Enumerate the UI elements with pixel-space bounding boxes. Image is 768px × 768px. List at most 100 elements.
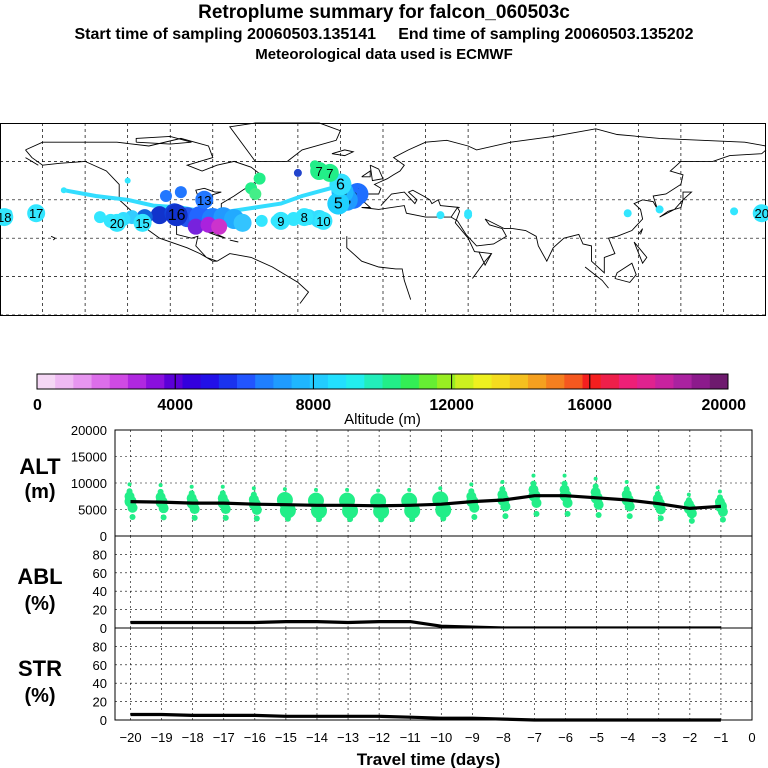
altitude-particle: [562, 473, 567, 478]
colorbar-swatch: [455, 374, 474, 389]
plume-label-dot: [27, 204, 46, 223]
colorbar-tick-label: 20000: [702, 397, 747, 414]
y-tick-label: 5000: [78, 503, 107, 518]
colorbar-swatch: [709, 374, 729, 389]
y-tick-label: 80: [93, 547, 107, 562]
plume-blob: [249, 188, 262, 201]
coastline: [25, 157, 39, 166]
x-tick-label: −17: [213, 730, 235, 745]
plume-blob: [187, 218, 204, 235]
str-series-line: [130, 712, 721, 722]
start-time-label: Start time of sampling 20060503.135141: [74, 26, 377, 43]
altitude-particle: [376, 488, 381, 493]
altitude-particle: [409, 516, 416, 523]
altitude-particle: [189, 484, 194, 489]
plume-day-label: 16: [168, 207, 186, 224]
colorbar-tick-label: 12000: [429, 397, 474, 414]
y-tick-label: 0: [100, 621, 107, 636]
sampling-times: Start time of sampling 20060503.135141 E…: [0, 26, 768, 44]
colorbar-swatch: [200, 374, 220, 389]
plume-day-label: 7: [316, 164, 323, 179]
x-tick-label: −15: [275, 730, 297, 745]
x-tick-label: −4: [620, 730, 635, 745]
colorbar-swatch: [418, 374, 438, 389]
altitude-particle: [406, 493, 413, 500]
x-tick-label: −20: [120, 730, 142, 745]
colorbar-swatch: [564, 374, 584, 389]
x-tick-label: −12: [368, 730, 390, 745]
colorbar-swatch: [437, 374, 456, 389]
altitude-particle: [592, 483, 599, 490]
altitude-particle: [719, 516, 726, 523]
altitude-particle: [561, 480, 568, 487]
altitude-particle: [251, 486, 256, 491]
coastline: [369, 164, 384, 182]
panel-title: ABL: [17, 564, 62, 589]
colorbar-swatch: [582, 374, 602, 389]
coastline: [659, 191, 693, 218]
colorbar-swatch: [218, 374, 238, 389]
plume-blob: [159, 189, 172, 202]
colorbar-swatch: [637, 374, 656, 389]
coastline: [361, 170, 371, 178]
plume-label-dot: [0, 208, 14, 227]
plume-label-dot: [165, 204, 188, 227]
altitude-particle: [654, 490, 661, 497]
altitude-particle: [624, 479, 629, 484]
y-tick-label: 80: [93, 639, 107, 654]
altitude-particle: [127, 482, 132, 487]
altitude-particle: [344, 493, 351, 500]
altitude-particle: [220, 484, 225, 489]
altitude-particle: [468, 488, 475, 495]
panel-title: ALT: [19, 454, 61, 479]
x-tick-label: −14: [306, 730, 328, 745]
colorbar-swatch: [327, 374, 347, 389]
colorbar-swatch: [618, 374, 638, 389]
altitude-particle: [315, 516, 322, 523]
coastline: [478, 251, 492, 267]
plume-day-label: 15: [135, 216, 149, 231]
met-data-label: Meteorological data used is ECMWF: [255, 46, 513, 63]
coastline: [346, 236, 412, 300]
colorbar-swatch: [255, 374, 274, 389]
plume-marker: [293, 168, 302, 177]
altitude-marker: [714, 500, 727, 513]
altitude-particle: [188, 490, 195, 497]
plume-day-label: 6: [336, 176, 345, 193]
altitude-particle: [129, 514, 136, 521]
plume-blob: [150, 206, 169, 225]
colorbar-swatch: [600, 374, 620, 389]
plume-blob: [124, 177, 131, 184]
y-tick-label: 0: [100, 529, 107, 544]
plume-blob: [253, 172, 266, 185]
colorbar-swatch: [127, 374, 147, 389]
coastline: [361, 205, 493, 279]
coastline: [216, 253, 310, 304]
colorbar-axis-label: Altitude (m): [344, 411, 421, 428]
plume-blob: [60, 187, 67, 194]
plume-label-dot: [752, 204, 768, 223]
plume-day-label: 13: [197, 193, 211, 208]
altitude-particle: [471, 514, 478, 521]
plume-day-label: 8: [301, 210, 308, 225]
coastline: [229, 239, 239, 243]
plume-label-dot: [295, 208, 314, 227]
coastline: [584, 266, 609, 289]
colorbar-swatch: [164, 374, 183, 389]
colorbar-swatch: [691, 374, 711, 389]
coastline: [361, 128, 767, 208]
colorbar-swatch: [364, 374, 383, 389]
plume-day-label: 20: [110, 216, 124, 231]
colorbar-swatch: [291, 374, 311, 389]
coastline: [614, 262, 637, 283]
x-tick-label: −7: [527, 730, 542, 745]
colorbar-swatch: [237, 374, 256, 389]
altitude-particle: [593, 476, 598, 481]
altitude-particle: [160, 514, 167, 521]
coastline: [208, 231, 226, 239]
coastline: [50, 235, 57, 241]
altitude-particle: [158, 483, 163, 488]
altitude-particle: [595, 512, 602, 519]
